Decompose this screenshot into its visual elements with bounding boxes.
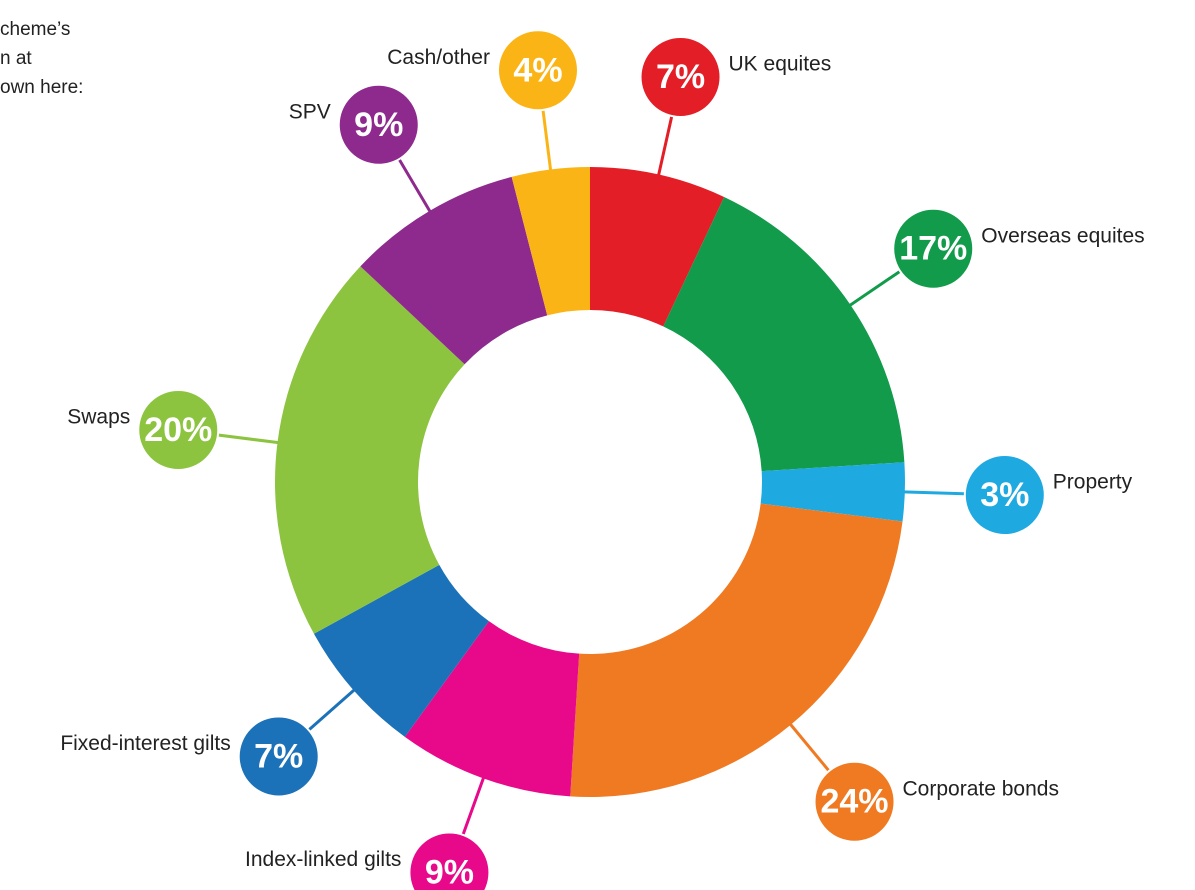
value-label: 24% xyxy=(820,783,888,821)
category-label: Swaps xyxy=(67,406,130,429)
category-label: Overseas equites xyxy=(981,224,1144,247)
category-label: UK equites xyxy=(729,53,832,76)
value-label: 3% xyxy=(980,476,1029,514)
value-label: 7% xyxy=(254,737,303,775)
value-label: 7% xyxy=(656,58,705,96)
category-label: Fixed-interest gilts xyxy=(60,732,230,755)
intro-text: cheme’s xyxy=(0,19,70,40)
category-label: SPV xyxy=(289,100,331,123)
chart: cheme’s n at own here: 7% UK equites 17% Ov… xyxy=(0,0,1195,890)
donut-segment xyxy=(570,504,902,797)
category-label: Index-linked gilts xyxy=(245,848,401,871)
category-label: Corporate bonds xyxy=(903,777,1059,800)
category-label: Cash/other xyxy=(387,46,490,69)
value-label: 20% xyxy=(144,411,212,449)
intro-text: n at xyxy=(0,48,32,69)
value-label: 17% xyxy=(899,230,967,268)
category-label: Property xyxy=(1053,471,1133,494)
value-label: 9% xyxy=(354,106,403,144)
value-label: 4% xyxy=(513,51,562,89)
value-label: 9% xyxy=(425,853,474,890)
intro-text: own here: xyxy=(0,77,83,98)
